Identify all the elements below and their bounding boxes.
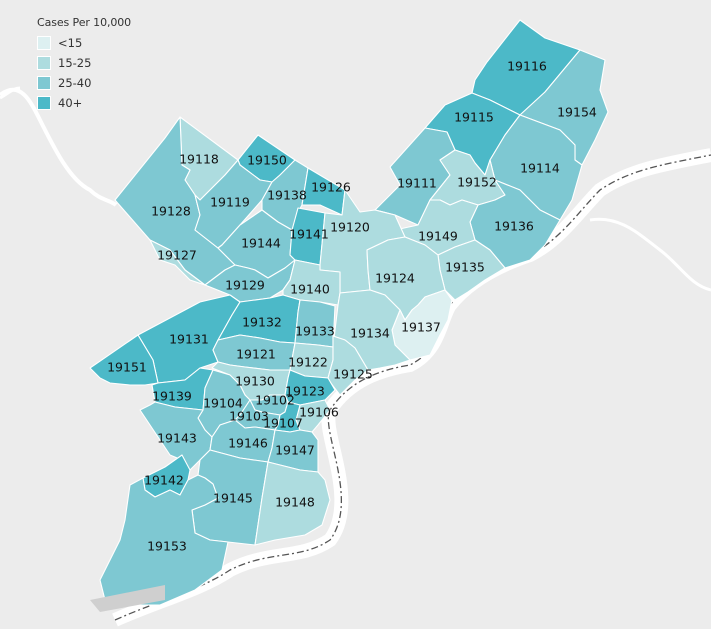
zip-19140[interactable] [282,259,341,306]
legend-item-15-25[interactable]: 15-25 [37,53,131,73]
legend-item-40plus[interactable]: 40+ [37,93,131,113]
legend-item-25-40[interactable]: 25-40 [37,73,131,93]
legend: Cases Per 10,000 <15 15-25 25-40 40+ [37,16,131,113]
legend-label: 25-40 [58,76,92,90]
legend-label: 15-25 [58,56,92,70]
legend-swatch [37,96,51,110]
legend-label: <15 [58,36,83,50]
basemap [0,86,711,627]
legend-swatch [37,56,51,70]
state-boundary-line [114,154,711,621]
rancocas-creek [589,217,711,292]
zip-19151[interactable] [89,334,159,386]
legend-title: Cases Per 10,000 [37,16,132,29]
airport-runway [90,585,165,612]
schuylkill-upper-river [0,87,118,207]
zip-regions [89,19,609,612]
zip-19147[interactable] [267,429,319,473]
legend-swatch [37,76,51,90]
zip-19153[interactable] [99,474,229,606]
legend-label: 40+ [58,96,83,110]
legend-swatch [37,36,51,50]
zip-19125[interactable] [327,335,369,396]
legend-item-lt15[interactable]: <15 [37,33,131,53]
zip-19107[interactable] [274,401,301,433]
zip-19141[interactable] [289,207,326,266]
river-branch [0,86,21,100]
zip-19133[interactable] [294,299,336,348]
zip-19126[interactable] [301,167,346,216]
zip-19148[interactable] [254,461,331,546]
